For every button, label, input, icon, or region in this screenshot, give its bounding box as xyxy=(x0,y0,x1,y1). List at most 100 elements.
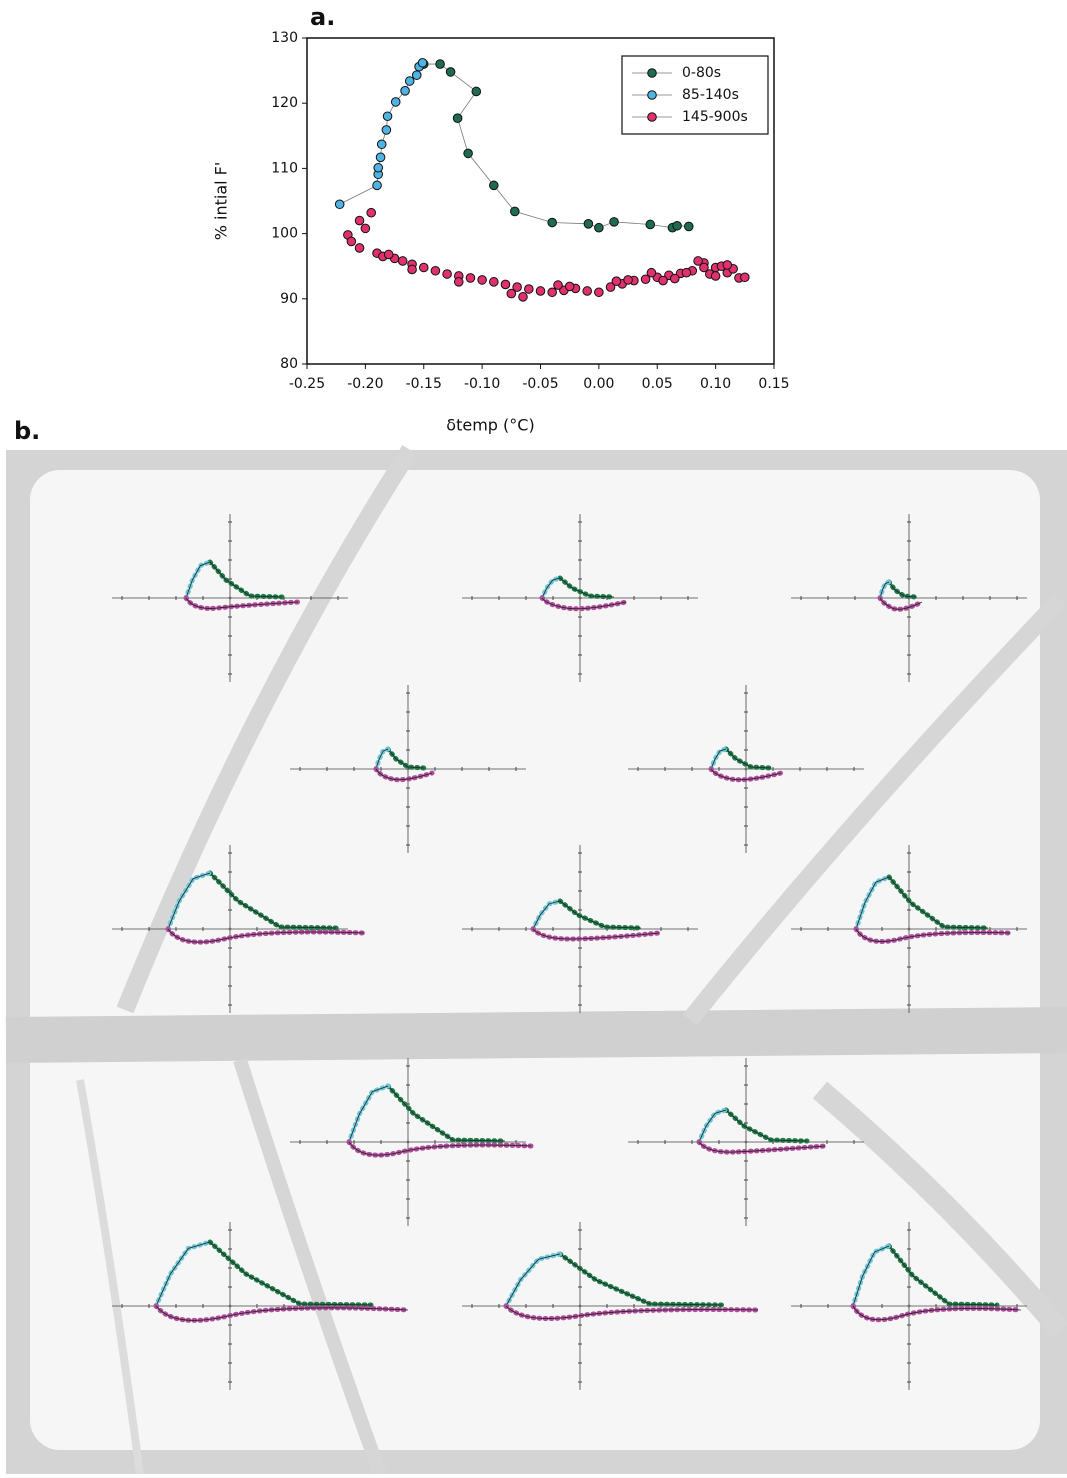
data-point xyxy=(453,277,464,287)
data-point xyxy=(376,139,387,150)
mini-trace xyxy=(505,1305,759,1319)
data-point xyxy=(645,219,656,230)
data-point xyxy=(400,86,410,96)
data-point xyxy=(382,111,393,122)
leaf-area xyxy=(30,470,1040,1450)
data-point xyxy=(547,287,557,298)
data-point xyxy=(435,59,445,69)
data-point xyxy=(553,280,563,290)
mini-trace xyxy=(387,1085,506,1142)
data-point xyxy=(693,256,703,266)
leaf-vein xyxy=(682,593,1067,1026)
data-point xyxy=(535,286,546,296)
mini-trace xyxy=(852,1245,890,1307)
legend-marker xyxy=(647,90,657,100)
data-point xyxy=(334,199,345,210)
mini-trace xyxy=(698,1109,727,1143)
mini-trace xyxy=(375,748,389,770)
data-point xyxy=(373,162,384,173)
data-point xyxy=(463,148,473,159)
mini-trace xyxy=(725,1109,808,1142)
y-axis-label: % intial F' xyxy=(212,162,231,241)
x-tick-label: 0.05 xyxy=(642,376,673,392)
data-point xyxy=(681,267,692,278)
data-point xyxy=(360,223,371,234)
legend-label: 145-900s xyxy=(682,109,748,125)
mini-trace xyxy=(167,872,211,930)
mini-trace xyxy=(185,597,299,609)
leaf-vein xyxy=(116,445,418,1014)
x-tick-label: -0.25 xyxy=(289,376,325,392)
y-tick-label: 130 xyxy=(271,30,298,46)
data-point xyxy=(452,113,463,123)
mini-trace xyxy=(541,597,627,610)
data-point xyxy=(683,221,694,232)
x-tick-label: 0.15 xyxy=(758,376,789,392)
data-point xyxy=(594,287,604,298)
mini-trace xyxy=(852,1305,1022,1321)
y-tick-label: 80 xyxy=(280,356,298,372)
mini-trace xyxy=(541,577,561,599)
data-point xyxy=(658,275,668,286)
data-point xyxy=(506,288,517,299)
series-line xyxy=(423,63,689,229)
data-point xyxy=(623,275,633,285)
mini-trace xyxy=(185,561,211,599)
data-point xyxy=(722,260,733,270)
mini-trace xyxy=(879,581,890,599)
data-point xyxy=(430,265,441,276)
mini-trace xyxy=(155,1241,211,1307)
data-point xyxy=(609,217,619,227)
data-point xyxy=(672,220,682,231)
data-point xyxy=(477,275,487,285)
mini-trace xyxy=(879,597,923,610)
mini-trace xyxy=(559,1253,723,1306)
mini-trace xyxy=(559,577,615,598)
mini-trace xyxy=(855,928,1011,942)
data-point xyxy=(547,217,557,228)
data-point xyxy=(471,86,482,97)
data-point xyxy=(594,222,604,233)
data-point xyxy=(411,70,422,80)
data-point xyxy=(710,271,721,281)
x-tick-label: -0.10 xyxy=(464,376,500,392)
x-tick-label: -0.15 xyxy=(406,376,442,392)
data-point xyxy=(397,256,408,266)
mini-trace xyxy=(532,928,660,940)
legend-label: 85-140s xyxy=(682,87,739,103)
mini-trace xyxy=(710,768,782,781)
data-point xyxy=(524,284,534,294)
legend-marker xyxy=(647,112,657,122)
legend-label: 0-80s xyxy=(682,65,721,81)
data-point xyxy=(372,180,382,191)
y-tick-label: 100 xyxy=(271,226,298,242)
y-tick-label: 120 xyxy=(271,95,298,111)
mini-trace xyxy=(855,876,890,930)
legend-marker xyxy=(647,68,657,78)
mini-trace xyxy=(348,1085,389,1143)
data-point xyxy=(564,281,575,292)
data-point xyxy=(407,264,417,275)
mini-trace xyxy=(375,768,433,781)
mini-trace xyxy=(167,928,365,943)
data-point xyxy=(417,57,428,68)
panel-label: b. xyxy=(14,417,40,445)
mini-trace xyxy=(698,1141,826,1153)
data-point xyxy=(445,67,456,77)
leaf-vein xyxy=(812,1081,1067,1338)
leaf-image xyxy=(5,445,1067,1477)
data-point xyxy=(582,286,593,296)
y-tick-label: 90 xyxy=(280,291,298,307)
leaf-vein xyxy=(233,1057,387,1477)
mini-trace xyxy=(209,872,337,929)
mini-plots xyxy=(112,514,1027,1390)
data-point xyxy=(611,276,622,286)
mini-trace xyxy=(387,748,425,769)
y-tick-label: 110 xyxy=(271,160,298,176)
data-point xyxy=(510,206,520,217)
x-tick-label: -0.20 xyxy=(347,376,383,392)
data-point xyxy=(375,152,386,163)
mini-trace xyxy=(155,1305,409,1321)
